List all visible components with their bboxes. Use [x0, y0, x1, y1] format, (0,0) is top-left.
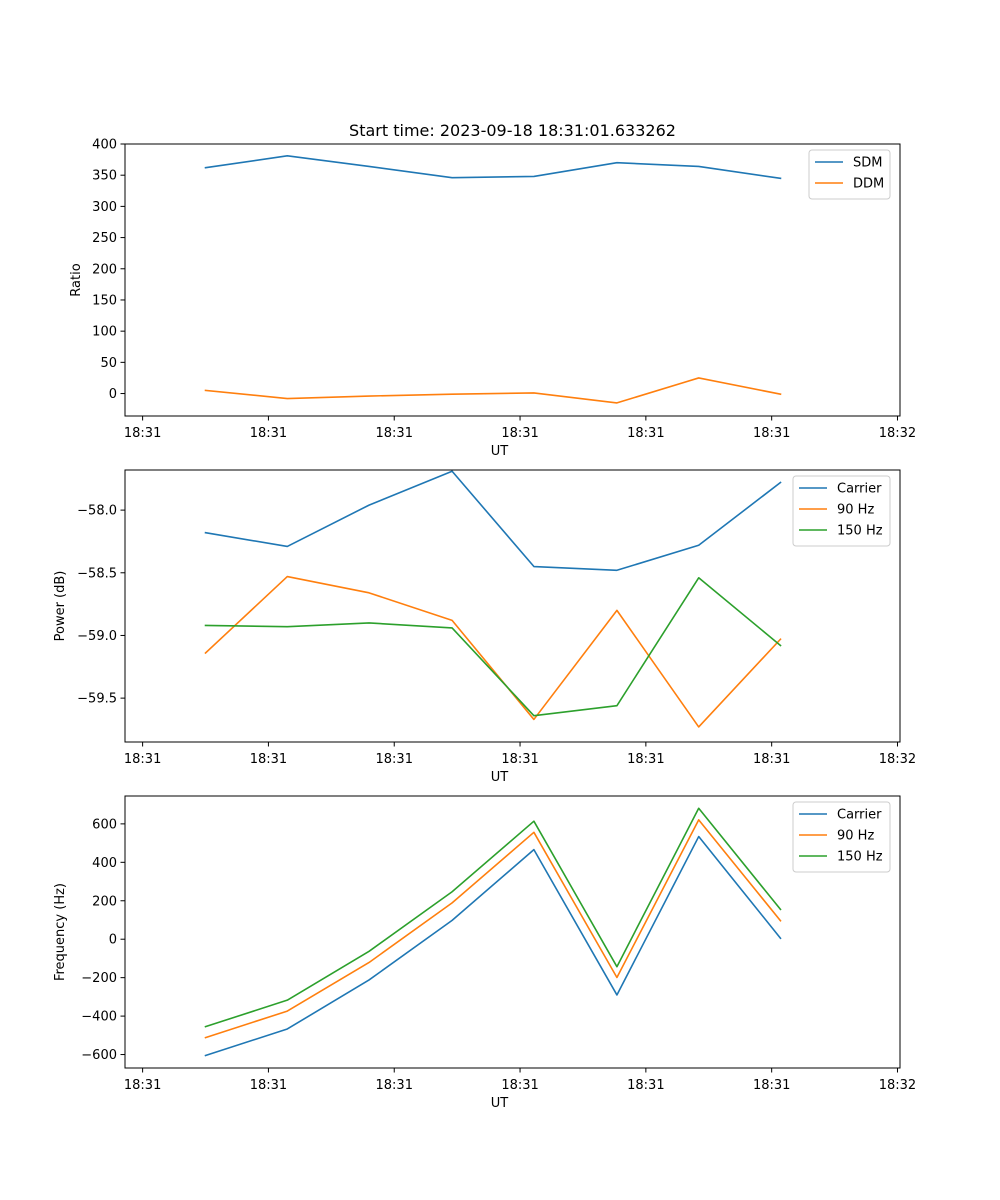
legend: SDM DDM	[808, 149, 891, 200]
axes-frame	[124, 469, 901, 743]
chart-panel-1: 18:31 18:31 18:31 18:31 18:31 18:31 18:32 0 50 10…	[69, 138, 916, 460]
legend-label-carrier: Carrier	[837, 482, 882, 497]
y-tick-label: 600	[92, 817, 117, 832]
y-tick-label: 50	[100, 356, 117, 371]
x-tick-label: 18:32	[879, 1078, 916, 1093]
x-tick-label: 18:31	[124, 1078, 161, 1093]
x-tick-label: 18:31	[501, 1078, 538, 1093]
x-tick-label: 18:31	[376, 1078, 413, 1093]
legend: Carrier 90 Hz 150 Hz	[792, 801, 891, 873]
x-axis-label: UT	[491, 770, 509, 785]
legend-label-150-hz: 150 Hz	[837, 850, 883, 865]
y-tick-label: −59.5	[77, 692, 117, 707]
series-line-carrier	[204, 835, 782, 1057]
y-tick-label: 250	[92, 231, 117, 246]
series-group	[204, 155, 782, 404]
x-tick-label: 18:31	[250, 1078, 287, 1093]
y-tick-label: 100	[92, 325, 117, 340]
x-tick-label: 18:31	[753, 752, 790, 767]
x-tick-label: 18:31	[124, 752, 161, 767]
y-axis-label: Power (dB)	[53, 571, 68, 642]
legend-label-carrier: Carrier	[837, 808, 882, 823]
x-tick-label: 18:31	[627, 426, 664, 441]
chart-panel-2: 18:31 18:31 18:31 18:31 18:31 18:31 18:32 −58.0…	[53, 469, 916, 785]
x-axis-label: UT	[491, 444, 509, 459]
x-tick-label: 18:32	[879, 752, 916, 767]
x-tick-label: 18:31	[376, 426, 413, 441]
x-tick-label: 18:31	[250, 426, 287, 441]
y-tick-label: 0	[109, 387, 117, 402]
y-axis-label: Ratio	[69, 263, 84, 296]
series-group	[204, 807, 782, 1057]
x-tick-label: 18:31	[627, 1078, 664, 1093]
legend-label-ddm: DDM	[853, 177, 884, 192]
series-line-sdm	[204, 155, 782, 180]
legend-label-sdm: SDM	[853, 156, 882, 171]
y-tick-label: 150	[92, 293, 117, 308]
x-tick-label: 18:31	[124, 426, 161, 441]
y-tick-label: −58.0	[77, 504, 117, 519]
y-tick-label: −600	[81, 1048, 117, 1063]
series-line-ddm	[204, 377, 782, 404]
series-line-carrier	[204, 470, 782, 572]
series-group	[204, 470, 782, 728]
y-tick-label: −400	[81, 1010, 117, 1025]
y-axis-label: Frequency (Hz)	[53, 883, 68, 981]
series-line-90-hz	[204, 575, 782, 728]
y-tick-label: 200	[92, 894, 117, 909]
chart-title: Start time: 2023-09-18 18:31:01.633262	[349, 121, 676, 140]
x-tick-label: 18:31	[501, 752, 538, 767]
y-tick-label: 0	[109, 933, 117, 948]
y-tick-label: 300	[92, 200, 117, 215]
series-line-90-hz	[204, 819, 782, 1039]
series-line-150-hz	[204, 807, 782, 1028]
series-line-150-hz	[204, 576, 782, 717]
axes-frame	[124, 795, 901, 1069]
legend-box	[792, 475, 891, 547]
x-tick-label: 18:31	[501, 426, 538, 441]
x-axis-label: UT	[491, 1096, 509, 1111]
x-tick-label: 18:31	[753, 1078, 790, 1093]
legend: Carrier 90 Hz 150 Hz	[792, 475, 891, 547]
y-tick-label: −59.0	[77, 629, 117, 644]
axes-frame	[124, 143, 901, 417]
y-tick-label: 400	[92, 856, 117, 871]
y-tick-label: −200	[81, 971, 117, 986]
x-tick-label: 18:31	[627, 752, 664, 767]
legend-label-150-hz: 150 Hz	[837, 524, 883, 539]
chart-panel-3: 18:31 18:31 18:31 18:31 18:31 18:31 18:32 −600 −…	[53, 795, 916, 1111]
x-tick-label: 18:31	[753, 426, 790, 441]
y-tick-label: 400	[92, 138, 117, 153]
legend-box	[792, 801, 891, 873]
x-tick-label: 18:31	[250, 752, 287, 767]
x-tick-label: 18:31	[376, 752, 413, 767]
legend-label-90-hz: 90 Hz	[837, 829, 874, 844]
y-tick-label: 350	[92, 169, 117, 184]
y-tick-label: −58.5	[77, 566, 117, 581]
chart-panels: 18:31 18:31 18:31 18:31 18:31 18:31 18:32 0 50 10…	[53, 138, 916, 1112]
x-tick-label: 18:32	[879, 426, 916, 441]
y-tick-label: 200	[92, 262, 117, 277]
legend-label-90-hz: 90 Hz	[837, 503, 874, 518]
